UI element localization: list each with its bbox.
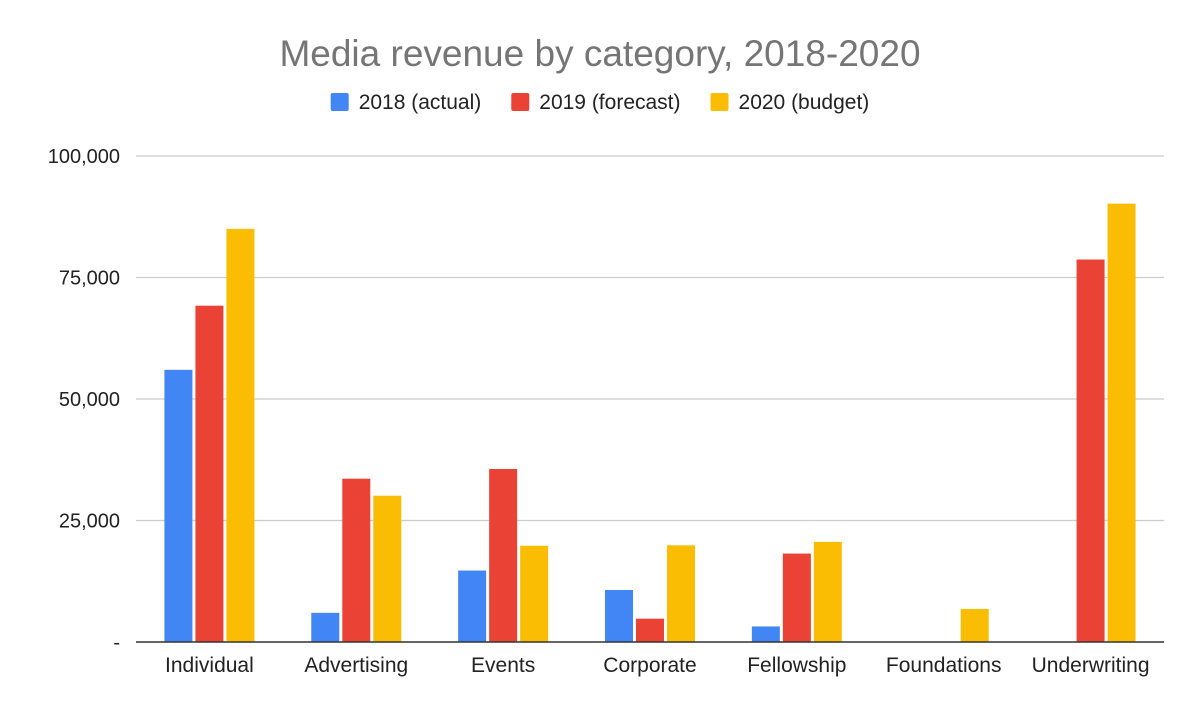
bar-fellowship-1	[782, 553, 811, 642]
x-category-label: Events	[471, 654, 535, 677]
bars	[164, 203, 1136, 643]
legend: 2018 (actual) 2019 (forecast) 2020 (budget…	[330, 91, 870, 114]
legend-label: 2018 (actual)	[359, 91, 482, 114]
legend-item: 2019 (forecast)	[511, 91, 681, 114]
bar-individual-2	[226, 228, 255, 642]
gridlines	[136, 155, 1164, 522]
x-category-label: Foundations	[886, 654, 1002, 677]
legend-swatch	[330, 93, 349, 111]
bar-foundations-2	[960, 608, 989, 642]
bar-events-2	[520, 545, 549, 642]
x-axis-labels: Individual Advertising Events Corporate Fell…	[165, 654, 1149, 677]
x-category-label: Corporate	[603, 654, 696, 677]
bar-corporate-2	[667, 545, 695, 642]
bar-events-1	[489, 468, 518, 642]
x-category-label: Individual	[165, 654, 254, 677]
y-tick-label: 75,000	[59, 268, 120, 290]
legend-label: 2020 (budget)	[739, 91, 870, 114]
y-axis-ticks: - 25,000 50,000 75,000 100,000	[48, 146, 120, 654]
y-tick-label: 100,000	[48, 146, 120, 168]
x-category-label: Advertising	[304, 654, 408, 677]
bar-individual-0	[164, 369, 193, 642]
bar-advertising-2	[373, 495, 402, 642]
bar-corporate-1	[636, 618, 664, 642]
legend-label: 2019 (forecast)	[539, 91, 680, 114]
legend-item: 2018 (actual)	[330, 91, 482, 114]
bar-advertising-1	[342, 478, 371, 642]
legend-swatch	[511, 93, 530, 111]
x-category-label: Underwriting	[1032, 654, 1150, 677]
y-tick-label: 50,000	[59, 389, 120, 411]
legend-item: 2020 (budget)	[710, 91, 870, 114]
x-category-label: Fellowship	[747, 654, 846, 677]
bar-individual-1	[195, 305, 224, 642]
bar-fellowship-2	[813, 541, 842, 642]
y-tick-label: 25,000	[59, 511, 120, 533]
chart-title: Media revenue by category, 2018-2020	[279, 33, 920, 74]
y-tick-label: -	[113, 632, 120, 654]
bar-underwriting-2	[1107, 203, 1136, 643]
legend-swatch	[710, 93, 729, 111]
bar-corporate-0	[605, 589, 633, 642]
bar-fellowship-0	[751, 626, 780, 642]
bar-advertising-0	[311, 612, 340, 642]
bar-underwriting-1	[1076, 259, 1105, 642]
bar-events-0	[458, 570, 487, 642]
